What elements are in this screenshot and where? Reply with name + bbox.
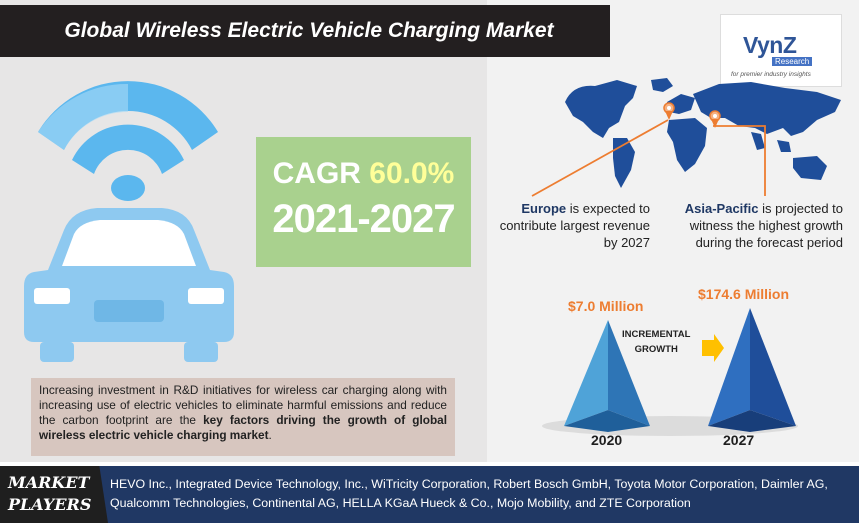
logo-tagline: for premier industry insights xyxy=(731,71,811,78)
players-label-line1: MARKET xyxy=(8,473,90,492)
incremental-line2: GROWTH xyxy=(634,344,678,355)
location-pin-icon xyxy=(709,110,721,128)
incremental-growth-label: INCREMENTAL GROWTH xyxy=(622,327,690,357)
pyramid-2020 xyxy=(564,320,650,432)
europe-name: Europe xyxy=(521,201,567,216)
cagr-prefix: CAGR xyxy=(272,157,361,190)
cagr-period: 2021-2027 xyxy=(272,197,455,241)
description-bold: key factors driving the growth of global… xyxy=(39,413,447,442)
description-text: Increasing investment in R&D initiatives… xyxy=(39,383,447,427)
players-list: HEVO Inc., Integrated Device Technology,… xyxy=(110,477,828,510)
year-2020: 2020 xyxy=(591,432,623,448)
pyramid-2027 xyxy=(708,308,796,432)
market-description: Increasing investment in R&D initiatives… xyxy=(31,378,455,456)
europe-callout: Europe is expected to contribute largest… xyxy=(496,200,650,251)
players-label-line2: PLAYERS xyxy=(8,495,92,514)
description-end: . xyxy=(268,428,272,442)
world-map-icon xyxy=(565,78,841,188)
page-title: Global Wireless Electric Vehicle Chargin… xyxy=(0,5,610,57)
incremental-line1: INCREMENTAL xyxy=(622,329,691,340)
value-2027: $174.6 Million xyxy=(698,286,790,302)
players-bar xyxy=(0,466,859,523)
europe-desc: is expected to contribute largest revenu… xyxy=(499,201,650,250)
location-pin-icon xyxy=(663,102,675,120)
growth-pyramids xyxy=(542,308,798,436)
asia-callout: Asia-Pacific is projected to witness the… xyxy=(666,200,843,251)
asia-name: Asia-Pacific xyxy=(684,201,759,216)
growth-arrow-icon xyxy=(702,334,724,362)
logo-sub: Research xyxy=(772,57,813,66)
cagr-value: 60.0% xyxy=(369,157,455,190)
value-2020: $7.0 Million xyxy=(568,298,644,314)
wireless-signal-icon xyxy=(38,81,218,201)
vynz-logo: VynZ Research for premier industry insig… xyxy=(720,14,842,87)
car-icon xyxy=(24,208,234,362)
cagr-box: CAGR 60.0% 2021-2027 xyxy=(256,137,471,267)
cagr-line: CAGR 60.0% xyxy=(256,157,471,191)
asia-desc: is projected to witness the highest grow… xyxy=(689,201,843,250)
year-2027: 2027 xyxy=(723,432,755,448)
players-label: MARKET PLAYERS xyxy=(0,466,108,523)
logo-name: VynZ xyxy=(743,32,797,58)
